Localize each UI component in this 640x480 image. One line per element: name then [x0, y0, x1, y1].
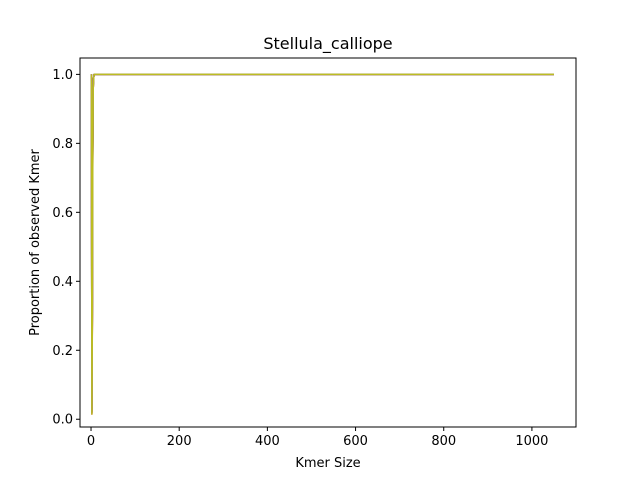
y-tick-label: 0.2 [52, 344, 73, 359]
y-tick-label: 0.6 [52, 206, 73, 221]
plot-frame [79, 57, 577, 428]
y-tick-label: 1.0 [52, 68, 73, 83]
x-tick-label: 800 [431, 434, 456, 449]
x-tick-label: 400 [255, 434, 280, 449]
y-tick-label: 0.8 [52, 137, 73, 152]
chart-title: Stellula_calliope [263, 34, 392, 54]
series-layer [90, 73, 554, 415]
y-axis-label: Proportion of observed Kmer [28, 148, 43, 335]
x-axis-label: Kmer Size [295, 456, 360, 471]
x-tick-label: 0 [87, 434, 95, 449]
plot-area [80, 58, 576, 427]
series-line-8 [90, 73, 554, 415]
x-tick-label: 200 [167, 434, 192, 449]
x-axis-ticks: 0 200 400 600 800 1000 [87, 427, 548, 449]
y-tick-label: 0.0 [52, 413, 73, 428]
x-tick-label: 1000 [515, 434, 548, 449]
y-tick-label: 0.4 [52, 275, 73, 290]
x-tick-label: 600 [343, 434, 368, 449]
y-axis-ticks: 0.0 0.2 0.4 0.6 0.8 1.0 [52, 68, 80, 428]
